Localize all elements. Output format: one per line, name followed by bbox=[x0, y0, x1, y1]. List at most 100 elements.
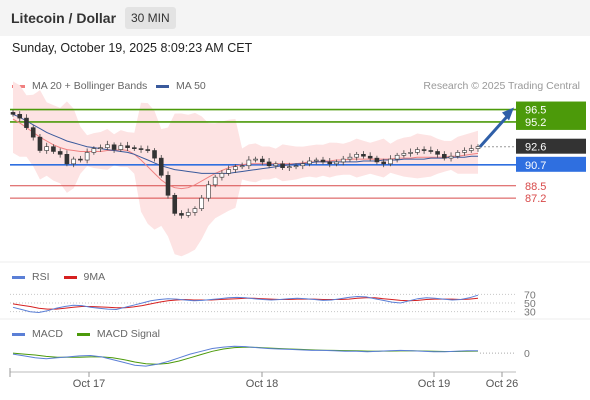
candle-body bbox=[455, 152, 461, 157]
candle-body bbox=[17, 113, 23, 119]
level-label-r2: 96.5 bbox=[525, 105, 546, 117]
candle-body bbox=[287, 166, 292, 169]
level-label-s1: 88.5 bbox=[525, 181, 546, 193]
ma50-swatch bbox=[156, 84, 169, 88]
projection-arrow-shaft bbox=[478, 114, 510, 148]
legend-ma50: MA 50 bbox=[156, 80, 206, 92]
credit-text: Research © 2025 Trading Central bbox=[423, 80, 580, 92]
candle-body bbox=[347, 156, 353, 160]
candle-body bbox=[219, 173, 225, 178]
candle-body bbox=[37, 136, 43, 151]
macd-zero-label: 0 bbox=[524, 348, 530, 360]
candle-body bbox=[226, 169, 231, 174]
candle-body bbox=[239, 165, 245, 168]
candle-body bbox=[111, 144, 117, 150]
candle-body bbox=[212, 176, 218, 186]
candle-body bbox=[185, 212, 191, 216]
rsi-tick-label: 50 bbox=[524, 298, 536, 310]
ma50-label: MA 50 bbox=[176, 80, 206, 92]
rsi-swatch bbox=[12, 275, 25, 279]
candle-body bbox=[125, 145, 130, 148]
macd-signal-swatch bbox=[76, 332, 90, 336]
candle-body bbox=[10, 112, 16, 115]
candle-body bbox=[233, 166, 238, 170]
ma20-line bbox=[12, 118, 479, 190]
candle-body bbox=[91, 148, 97, 153]
projection-arrow-head bbox=[502, 107, 514, 121]
candle-body bbox=[307, 160, 312, 165]
candle-body bbox=[206, 184, 211, 199]
resistance-tag-block bbox=[516, 101, 586, 130]
candle-body bbox=[246, 159, 252, 167]
candle-body bbox=[78, 158, 83, 161]
rsi-ma-swatch bbox=[63, 275, 77, 279]
candle-body bbox=[334, 161, 339, 165]
candle-body bbox=[51, 146, 56, 152]
candle-body bbox=[394, 154, 400, 160]
rsi-line bbox=[12, 294, 479, 314]
candle-body bbox=[374, 157, 380, 163]
level-label-s2: 87.2 bbox=[525, 193, 546, 205]
macd-swatch bbox=[12, 332, 25, 336]
candle-body bbox=[165, 174, 171, 196]
x-tick-label: Oct 19 bbox=[418, 378, 450, 390]
candle-body bbox=[313, 159, 319, 162]
candle-body bbox=[421, 149, 427, 151]
macd-signal-label: MACD Signal bbox=[96, 328, 160, 340]
bollinger-band bbox=[13, 81, 478, 257]
candle-body bbox=[30, 127, 36, 138]
macd-label: MACD bbox=[32, 328, 63, 340]
pivot-tag bbox=[516, 156, 586, 172]
candle-body bbox=[24, 117, 29, 128]
candle-body bbox=[293, 165, 299, 168]
candle-body bbox=[64, 154, 70, 165]
candle-body bbox=[105, 144, 110, 148]
level-label-last: 92.6 bbox=[525, 142, 546, 154]
candle-body bbox=[132, 147, 137, 149]
x-tick-label: Oct 26 bbox=[486, 378, 518, 390]
candle-body bbox=[172, 194, 178, 214]
candle-body bbox=[57, 151, 63, 155]
rsi-tick-label: 70 bbox=[524, 289, 536, 301]
macd-line bbox=[12, 345, 478, 367]
candle-body bbox=[266, 161, 272, 167]
candle-body bbox=[44, 146, 49, 151]
candle-body bbox=[435, 151, 440, 155]
timeframe-button[interactable]: 30 MIN bbox=[125, 7, 176, 29]
rsi-ma-label: 9MA bbox=[83, 271, 106, 283]
candle-body bbox=[428, 150, 434, 152]
candle-body bbox=[468, 148, 474, 151]
candle-body bbox=[71, 158, 76, 165]
candle-body bbox=[138, 148, 144, 150]
datetime-label: Sunday, October 19, 2025 8:09:23 AM CET bbox=[12, 41, 253, 55]
candle-body bbox=[320, 159, 326, 163]
candle-body bbox=[367, 155, 373, 159]
candle-body bbox=[118, 145, 124, 150]
x-tick-label: Oct 17 bbox=[73, 378, 105, 390]
candle-body bbox=[145, 149, 151, 151]
ma20-label: MA 20 + Bollinger Bands bbox=[32, 80, 148, 92]
candle-body bbox=[442, 154, 447, 159]
instrument-title: Litecoin / Dollar bbox=[11, 10, 117, 26]
rsi-tick-label: 30 bbox=[524, 307, 536, 319]
candle-body bbox=[253, 158, 258, 161]
candle-body bbox=[158, 157, 164, 176]
candle-body bbox=[361, 154, 366, 157]
candle-body bbox=[415, 149, 420, 153]
candle-body bbox=[462, 150, 467, 153]
candle-body bbox=[98, 147, 103, 149]
candle-body bbox=[401, 153, 407, 156]
candle-body bbox=[388, 158, 393, 165]
legend-rsi: RSI 9MA bbox=[12, 271, 105, 283]
candle-body bbox=[327, 161, 333, 165]
candle-body bbox=[475, 146, 481, 149]
last-price-tag bbox=[516, 138, 586, 154]
chart-header: Litecoin / Dollar 30 MIN bbox=[0, 0, 590, 36]
level-label-r1: 95.2 bbox=[525, 117, 546, 129]
candle-body bbox=[280, 163, 285, 168]
candle-body bbox=[84, 152, 90, 161]
candle-body bbox=[340, 158, 346, 163]
x-tick-label: Oct 18 bbox=[246, 378, 278, 390]
level-label-pivot: 90.7 bbox=[525, 160, 546, 172]
